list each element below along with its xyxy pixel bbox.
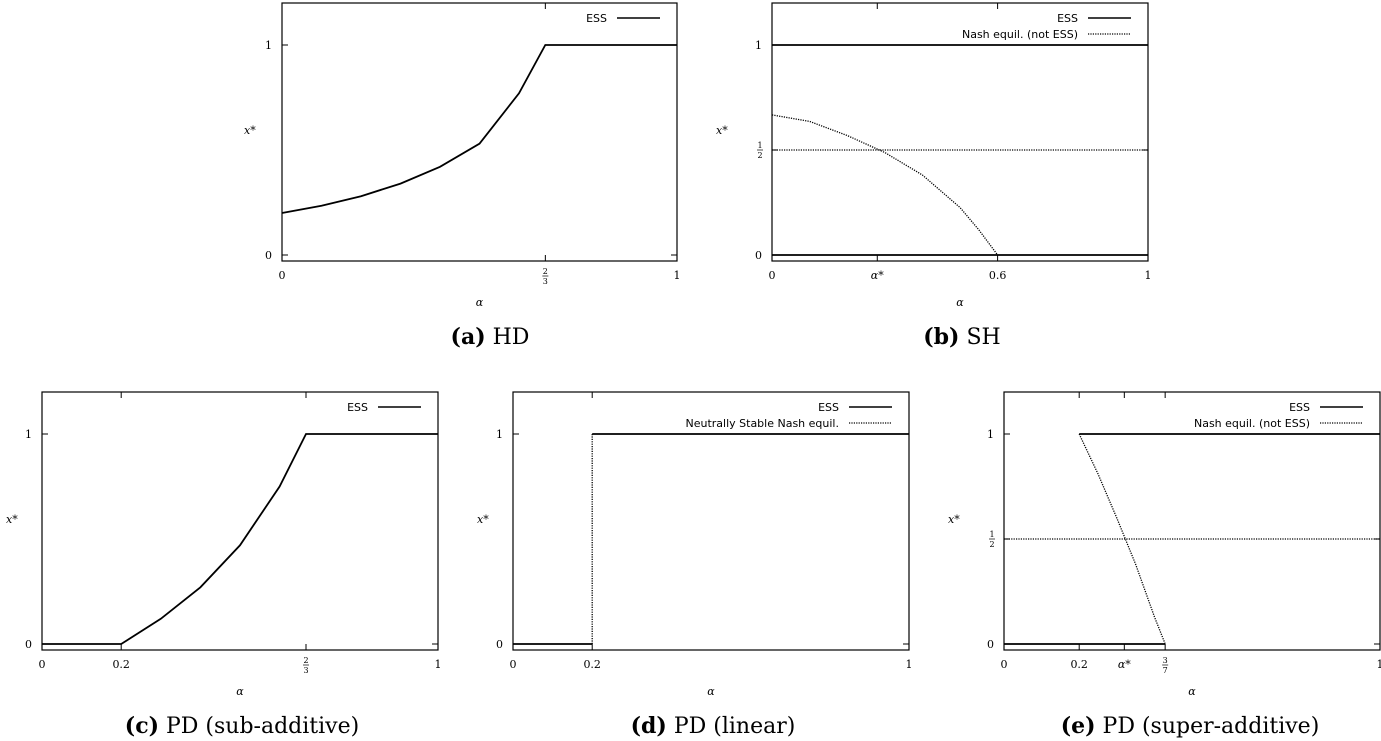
x-tick-label: 0 [769,269,776,282]
legend-label: Nash equil. (not ESS) [1194,417,1310,430]
caption-letter: (c) [125,713,159,739]
panel-caption: (b) SH [923,324,1000,350]
x-tick-label: 0.2 [1070,658,1088,671]
caption-letter: (d) [631,713,667,739]
x-tick-numerator: 2 [303,656,308,665]
caption-title: SH [959,325,1000,350]
panel-caption: (d) PD (linear) [631,713,796,739]
caption-letter: (e) [1061,713,1096,739]
series-line-0 [281,44,677,214]
x-axis-label: α [956,296,964,309]
y-tick-label: 1 [496,428,503,441]
x-tick-label: 1 [435,658,442,671]
x-tick-label: α* [871,269,884,282]
x-tick-label: α* [1118,658,1131,671]
y-tick-label: 1 [755,39,762,52]
legend-label: Nash equil. (not ESS) [962,28,1078,41]
caption-letter: (a) [451,324,486,350]
panel-caption: (a) HD [451,324,530,350]
y-axis-label: x* [948,513,960,526]
panel-caption: (c) PD (sub-additive) [125,713,359,739]
y-tick-label: 1 [265,39,272,52]
y-tick-label: 0 [755,249,762,262]
plot-frame [512,391,910,651]
series-line-0 [42,433,438,645]
caption-title: PD (linear) [667,714,796,739]
x-tick-label: 0 [39,658,46,671]
x-tick-label: 0 [279,269,286,282]
x-axis-label: α [236,685,244,698]
x-axis-label: α [1188,685,1196,698]
x-tick-label: 1 [1145,269,1152,282]
x-tick-numerator: 3 [1163,656,1168,665]
series-line-3 [1078,433,1166,645]
y-tick-denominator: 2 [757,151,762,160]
plot-frame [41,391,439,651]
x-tick-label: 0 [510,658,517,671]
y-tick-label: 0 [496,638,503,651]
y-tick-numerator: 1 [757,141,762,150]
series-line-3 [771,114,999,256]
legend-label: Neutrally Stable Nash equil. [685,417,839,430]
x-tick-label: 0.6 [989,269,1007,282]
legend-label: ESS [347,401,368,414]
x-tick-label: 0.2 [112,658,130,671]
x-tick-denominator: 3 [303,666,308,675]
plot-frame [1003,391,1381,651]
x-tick-label: 1 [674,269,681,282]
legend-label: ESS [586,12,607,25]
y-tick-label: 0 [265,249,272,262]
x-tick-label: 1 [906,658,913,671]
legend-label: ESS [818,401,839,414]
caption-title: HD [486,325,530,350]
y-tick-denominator: 2 [989,540,994,549]
chart-panel-3: 0 0.2 1 0 1 α x* ESS Neutrally Stable Nash equil… [477,391,913,739]
y-tick-label: 0 [25,638,32,651]
x-tick-label: 1 [1377,658,1381,671]
caption-letter: (b) [923,324,959,350]
panel-caption: (e) PD (super-additive) [1061,713,1320,739]
x-axis-label: α [476,296,484,309]
legend-label: ESS [1289,401,1310,414]
plot-frame [281,2,678,262]
y-axis-label: x* [6,513,18,526]
x-tick-label: 0 [1001,658,1008,671]
y-tick-label: 1 [987,428,994,441]
x-tick-denominator: 7 [1163,666,1168,675]
chart-panel-0: 0 23 1 0 1 α x* ESS (a) HD [244,2,681,350]
legend-label: ESS [1057,12,1078,25]
y-tick-label: 0 [987,638,994,651]
caption-title: PD (sub-additive) [159,714,359,739]
plot-frame [771,2,1149,262]
y-axis-label: x* [716,124,728,137]
caption-title: PD (super-additive) [1096,714,1320,739]
x-tick-denominator: 3 [543,277,548,286]
y-tick-numerator: 1 [989,530,994,539]
chart-panel-2: 0 0.2 23 1 0 1 α x* ESS (c) PD (sub-additive) [6,391,442,739]
x-axis-label: α [707,685,715,698]
x-tick-numerator: 2 [543,267,548,276]
y-axis-label: x* [477,513,489,526]
y-tick-label: 1 [25,428,32,441]
x-tick-label: 0.2 [583,658,601,671]
y-axis-label: x* [244,124,256,137]
